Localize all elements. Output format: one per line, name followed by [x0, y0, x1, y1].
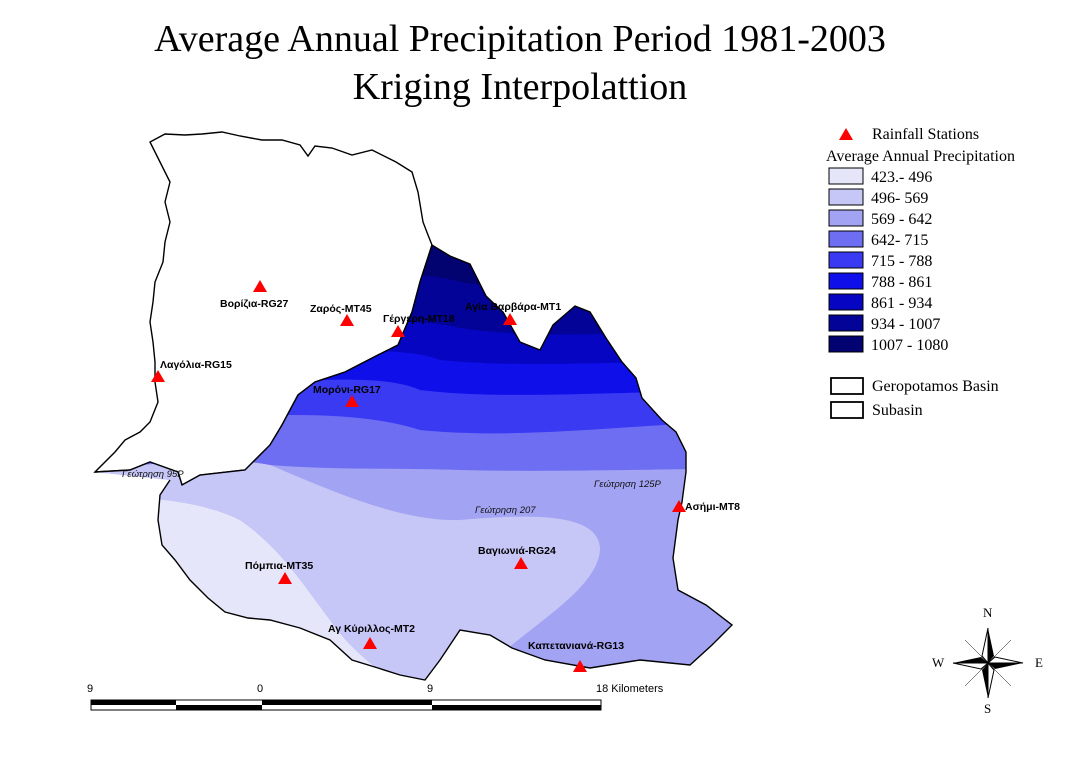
legend-basin-swatch: [830, 377, 864, 395]
compass-rose: N S E W: [932, 605, 1043, 716]
station-labels: Βορίζια-RG27 Ζαρός-MT45 Γέργερη-MT18 Αγί…: [160, 298, 740, 652]
legend-swatch: [828, 251, 864, 269]
station-marker[interactable]: [391, 325, 405, 337]
station-label: Βαγιωνιά-RG24: [478, 545, 556, 557]
map-subtitle: Kriging Interpolattion: [352, 66, 688, 108]
scale-bar-segment: [432, 705, 601, 710]
station-label: Ασήμι-MT8: [685, 501, 740, 513]
legend-swatch: [828, 293, 864, 311]
legend-class-label: 1007 - 1080: [871, 337, 948, 354]
map-title: Average Annual Precipitation Period 1981…: [154, 18, 886, 60]
legend-swatch: [828, 209, 864, 227]
legend-class-label: 715 - 788: [871, 253, 932, 270]
legend-class-label: 423.- 496: [871, 169, 932, 186]
legend-swatch: [828, 230, 864, 248]
legend-basin-label: Geropotamos Basin: [872, 378, 999, 395]
legend-swatch: [828, 188, 864, 206]
station-label: Πόμπια-MT35: [245, 560, 313, 572]
scale-bar-segment: [91, 700, 176, 705]
legend-subbasin-swatch: [830, 401, 864, 419]
station-marker[interactable]: [503, 313, 517, 325]
obs-label-207: Γεώτρηση 207: [475, 505, 536, 516]
scale-tick-label: 0: [257, 683, 263, 695]
station-marker[interactable]: [514, 557, 528, 569]
legend-swatch: [828, 167, 864, 185]
station-marker[interactable]: [345, 395, 359, 407]
station-label: Μορόνι-RG17: [313, 384, 381, 396]
scale-tick-label: 18 Kilometers: [596, 683, 664, 695]
legend-class-label: 934 - 1007: [871, 316, 940, 333]
scale-bar-segment: [176, 705, 262, 710]
legend-class-label: 496- 569: [871, 190, 928, 207]
legend-class-label: 642- 715: [871, 232, 928, 249]
station-label: Βορίζια-RG27: [220, 298, 288, 310]
scale-tick-label: 9: [427, 683, 433, 695]
obs-label-125P: Γεώτρηση 125Ρ: [594, 479, 662, 490]
legend-precip-title: Average Annual Precipitation: [826, 148, 1015, 165]
station-marker[interactable]: [151, 370, 165, 382]
legend-swatch: [828, 335, 864, 353]
compass-west: W: [932, 655, 945, 670]
compass-east: E: [1035, 655, 1043, 670]
legend-swatch: [828, 314, 864, 332]
compass-north: N: [983, 605, 993, 620]
legend-swatch: [828, 272, 864, 290]
legend: Rainfall Stations Average Annual Precipi…: [826, 126, 1015, 419]
station-label: Γέργερη-MT18: [383, 313, 455, 325]
legend-stations-label: Rainfall Stations: [872, 126, 979, 143]
station-marker[interactable]: [573, 660, 587, 672]
legend-class-label: 569 - 642: [871, 211, 932, 228]
station-marker[interactable]: [363, 637, 377, 649]
station-label: Λαγόλια-RG15: [160, 359, 232, 371]
scale-bar: 9 0 9 18 Kilometers: [87, 683, 664, 711]
scale-bar-segment: [262, 700, 432, 705]
station-marker[interactable]: [253, 280, 267, 292]
station-label: Αγ Κύριλλος-MT2: [328, 623, 415, 635]
station-marker[interactable]: [672, 500, 686, 512]
station-label: Αγία Βαρβάρα-MT1: [465, 301, 561, 313]
legend-station-marker: [839, 128, 853, 140]
basin-outline: [94, 243, 734, 681]
compass-south: S: [984, 701, 991, 716]
station-marker[interactable]: [278, 572, 292, 584]
obs-label-95P: Γεώτρηση 95Ρ: [122, 469, 184, 480]
legend-subbasin-label: Subasin: [872, 402, 923, 419]
station-label: Ζαρός-MT45: [310, 303, 372, 315]
scale-tick-label: 9: [87, 683, 93, 695]
legend-class-label: 861 - 934: [871, 295, 932, 312]
station-label: Καπετανιανά-RG13: [528, 640, 624, 652]
legend-class-label: 788 - 861: [871, 274, 932, 291]
station-marker[interactable]: [340, 314, 354, 326]
station-markers: [151, 280, 686, 672]
